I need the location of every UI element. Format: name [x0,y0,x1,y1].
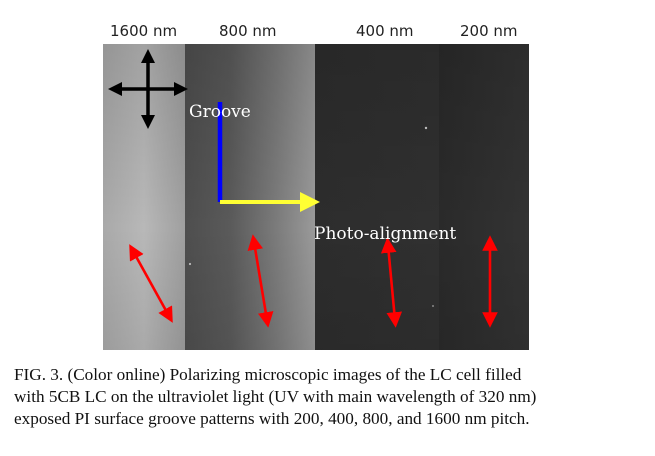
photo-alignment-label: Photo-alignment [314,224,457,244]
pitch-label-200: 200 nm [460,22,518,40]
caption-line: exposed PI surface groove patterns with … [14,409,530,428]
figure-caption: FIG. 3. (Color online) Polarizing micros… [14,364,644,430]
pitch-label-800: 800 nm [219,22,277,40]
director-arrow-icon [129,234,498,328]
caption-line: with 5CB LC on the ultraviolet light (UV… [14,387,537,406]
caption-line: FIG. 3. (Color online) Polarizing micros… [14,365,522,384]
polarizer-cross-icon [108,49,188,129]
groove-label: Groove [189,102,251,122]
pitch-label-400: 400 nm [356,22,414,40]
microscope-image: Groove Photo-alignment [103,44,529,350]
pitch-label-1600: 1600 nm [110,22,178,40]
microscope-image-svg [103,44,529,350]
